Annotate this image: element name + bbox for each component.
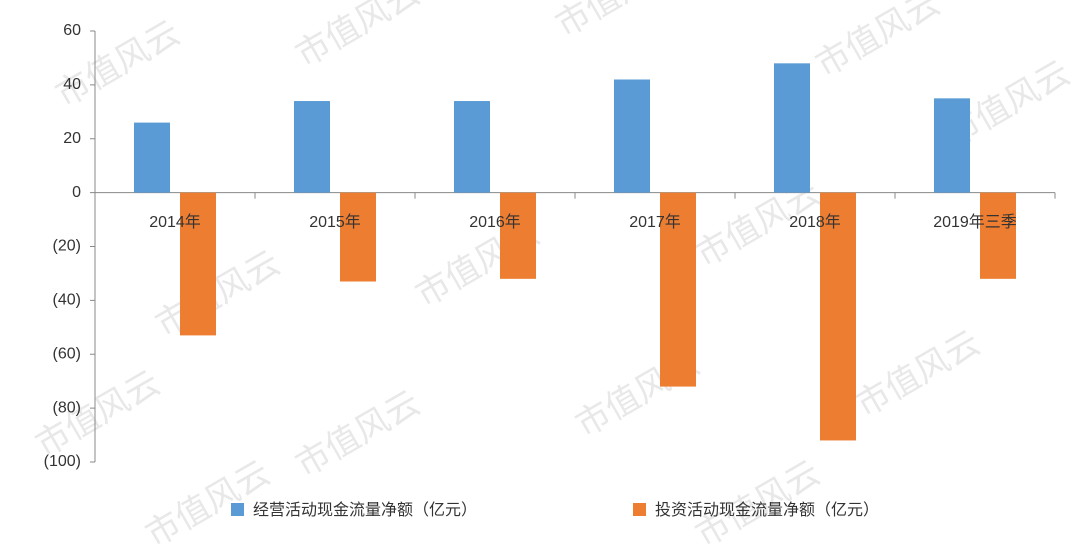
- bar: [614, 79, 650, 193]
- y-tick-label: 40: [63, 76, 81, 93]
- y-tick-label: 60: [63, 22, 81, 39]
- bar: [134, 122, 170, 193]
- y-tick-label: (100): [44, 453, 81, 470]
- bar: [500, 192, 536, 279]
- legend-swatch: [231, 503, 244, 516]
- watermark: 市值风云: [849, 324, 986, 425]
- x-tick-label: 2017年: [629, 213, 681, 231]
- x-tick-label: 2015年: [309, 213, 361, 231]
- x-tick-label: 2016年: [469, 213, 521, 231]
- legend-swatch: [633, 503, 646, 516]
- y-tick-label: (20): [53, 238, 81, 255]
- watermark: 市值风云: [809, 0, 946, 85]
- bar: [934, 98, 970, 193]
- bar: [340, 192, 376, 282]
- watermark: 市值风云: [289, 384, 426, 485]
- y-tick-label: (60): [53, 345, 81, 362]
- y-tick-label: (80): [53, 399, 81, 416]
- legend-label: 经营活动现金流量净额（亿元）: [253, 501, 477, 519]
- y-tick-label: (40): [53, 292, 81, 309]
- bar: [660, 192, 696, 387]
- watermark: 市值风云: [29, 364, 166, 465]
- bar: [980, 192, 1016, 279]
- bar: [180, 192, 216, 336]
- watermark: 市值风云: [149, 244, 286, 345]
- bar: [774, 63, 810, 193]
- legend-label: 投资活动现金流量净额（亿元）: [655, 501, 879, 519]
- x-tick-label: 2019年三季: [933, 213, 1017, 231]
- x-tick-label: 2014年: [149, 213, 201, 231]
- y-tick-label: 20: [63, 130, 81, 147]
- y-tick-label: 0: [72, 184, 81, 201]
- bar: [454, 101, 490, 193]
- watermark: 市值风云: [549, 0, 686, 45]
- bar: [294, 101, 330, 193]
- x-tick-label: 2018年: [789, 213, 841, 231]
- watermark: 市值风云: [289, 0, 426, 75]
- bar: [820, 192, 856, 441]
